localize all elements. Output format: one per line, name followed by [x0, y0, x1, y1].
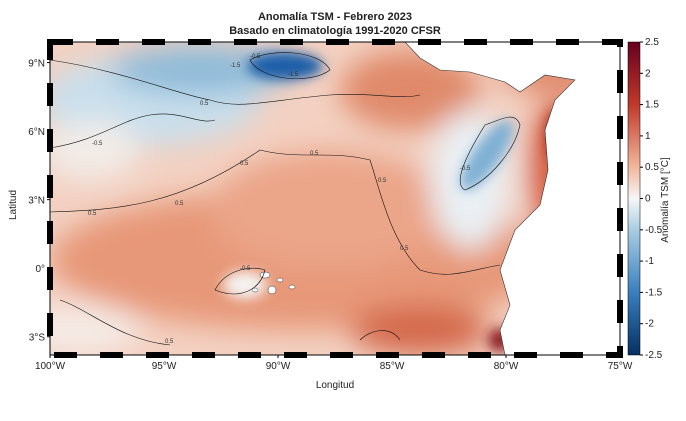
- colorbar: [627, 41, 641, 356]
- sst-field: [50, 42, 620, 355]
- colorbar-tick-label: 1.5: [645, 100, 659, 111]
- subtitle: Basado en climatología 1991-2020 CFSR: [229, 25, 441, 37]
- contour-label: 0.5: [240, 161, 249, 167]
- map-frame-ticks: [47, 39, 623, 358]
- y-tick-label: 3°S: [29, 333, 46, 344]
- x-tick-label: 85°W: [380, 361, 405, 372]
- y-tick-label: 0°: [35, 264, 45, 275]
- colorbar-tick-label: -1: [645, 256, 654, 267]
- colorbar-tick-label: 2.5: [645, 37, 659, 48]
- colorbar-tick-label: -2: [645, 319, 654, 330]
- contour-label: 0.5: [400, 246, 409, 252]
- x-tick-label: 95°W: [152, 361, 177, 372]
- contour-label: -0.5: [460, 166, 471, 172]
- contour-label: 0.5: [88, 211, 97, 217]
- colorbar-tick-label: 0.5: [645, 162, 659, 173]
- contour-label: -0.5: [92, 141, 103, 147]
- y-tick-label: 3°N: [28, 196, 45, 207]
- contour-label: -0.5: [240, 266, 251, 272]
- x-tick-label: 90°W: [266, 361, 291, 372]
- colorbar-tick-label: -1.5: [645, 287, 663, 298]
- colorbar-tick-label: 1: [645, 131, 651, 142]
- title: Anomalía TSM - Febrero 2023: [258, 11, 412, 23]
- contour-label: 0.5: [200, 101, 209, 107]
- contour-label: -1.5: [230, 63, 241, 69]
- y-axis-label: Latitud: [8, 190, 19, 220]
- x-tick-label: 100°W: [35, 361, 66, 372]
- colorbar-tick-label: -2.5: [645, 350, 663, 361]
- contour-label: 0.5: [378, 178, 387, 184]
- contour-label: 0.5: [310, 151, 319, 157]
- contour-label: -1.5: [288, 72, 299, 78]
- x-axis-label: Longitud: [316, 380, 354, 391]
- x-tick-label: 80°W: [494, 361, 519, 372]
- colorbar-tick-label: 0: [645, 194, 651, 205]
- colorbar-tick-label: -0.5: [645, 225, 663, 236]
- y-tick-label: 9°N: [28, 59, 45, 70]
- contour-label: -0.5: [250, 54, 261, 60]
- contour-label: 0.5: [165, 339, 174, 345]
- colorbar-label: Anomalía TSM [°C]: [660, 157, 671, 243]
- colorbar-tick-label: 2: [645, 68, 651, 79]
- x-tick-label: 75°W: [608, 361, 633, 372]
- y-tick-label: 6°N: [28, 127, 45, 138]
- contour-label: 0.5: [175, 201, 184, 207]
